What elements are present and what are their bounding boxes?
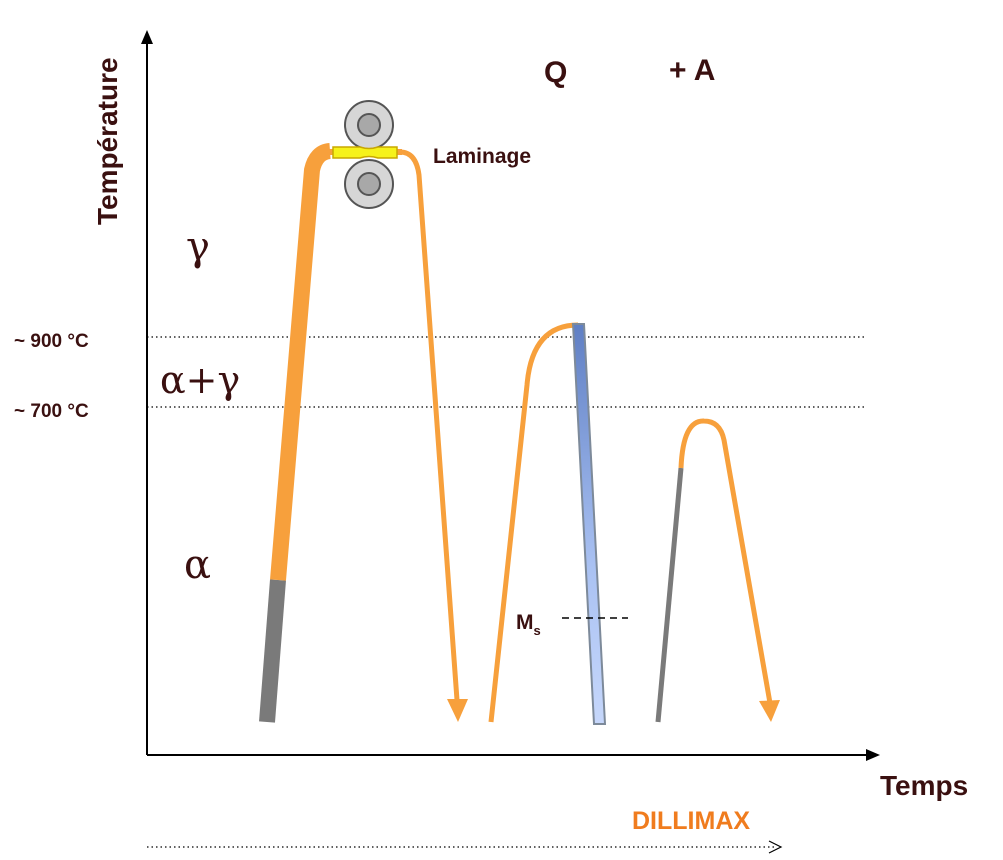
- heating-orange-segment: [270, 143, 332, 581]
- temp-700-label: ~ 700 °C: [14, 401, 89, 422]
- y-axis-arrow: [141, 30, 153, 44]
- cooling-arrowhead: [447, 699, 468, 722]
- heating-grey-segment: [259, 579, 286, 723]
- cooling-curve: [399, 149, 460, 701]
- q-heating-curve: [488, 322, 579, 723]
- lower-roller-core: [357, 172, 381, 196]
- q-quench-bar: [571, 323, 607, 725]
- x-axis-arrow: [866, 749, 880, 761]
- a-arrowhead: [759, 700, 780, 722]
- dillimax-label: DILLIMAX: [632, 807, 750, 835]
- phase-alpha-gamma: α+γ: [160, 358, 240, 402]
- upper-roller-core: [357, 113, 381, 137]
- q-label: Q: [544, 56, 567, 89]
- ms-label: Ms: [516, 611, 541, 638]
- strip-icon: [332, 146, 398, 159]
- laminage-label: Laminage: [433, 145, 531, 168]
- y-axis-label: Température: [92, 57, 123, 225]
- plus-a-label: + A: [669, 54, 715, 87]
- curve-rolling: [259, 143, 468, 723]
- axes: [141, 30, 880, 761]
- curve-annealing: [655, 418, 780, 723]
- x-axis-label: Temps: [880, 770, 968, 801]
- dillimax-arrowhead: [768, 840, 783, 854]
- temp-900-label: ~ 900 °C: [14, 331, 89, 352]
- phase-gamma: γ: [186, 224, 210, 270]
- curve-quench: [488, 322, 607, 725]
- rolling-mill-icon: [332, 100, 398, 209]
- a-grey-segment: [655, 467, 684, 723]
- phase-alpha: α: [184, 542, 211, 588]
- a-heating-cooling-curve: [678, 418, 773, 704]
